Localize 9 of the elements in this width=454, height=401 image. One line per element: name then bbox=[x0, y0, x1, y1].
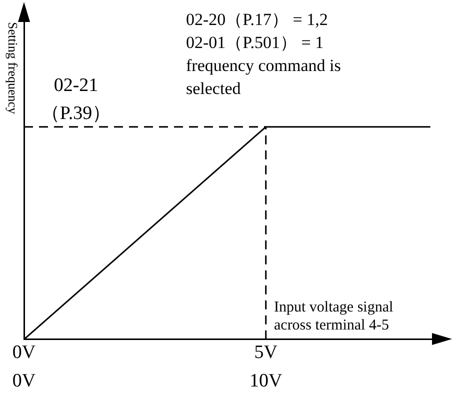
x-tick-label: 5V bbox=[254, 342, 278, 363]
x2-tick-label: 10V bbox=[249, 370, 282, 392]
x-axis-title: Input voltage signal across terminal 4-5 bbox=[274, 299, 394, 334]
ref-line-label: 02-21 （P.39） bbox=[40, 74, 112, 124]
text: 02-01（P.501） = 1 bbox=[186, 33, 324, 52]
text: 02-20（P.17） = 1,2 bbox=[186, 10, 328, 29]
y-axis-title: Setting frequency bbox=[6, 22, 21, 115]
text: frequency command is selected bbox=[186, 56, 341, 98]
x2-tick-label: 0V bbox=[12, 370, 36, 392]
